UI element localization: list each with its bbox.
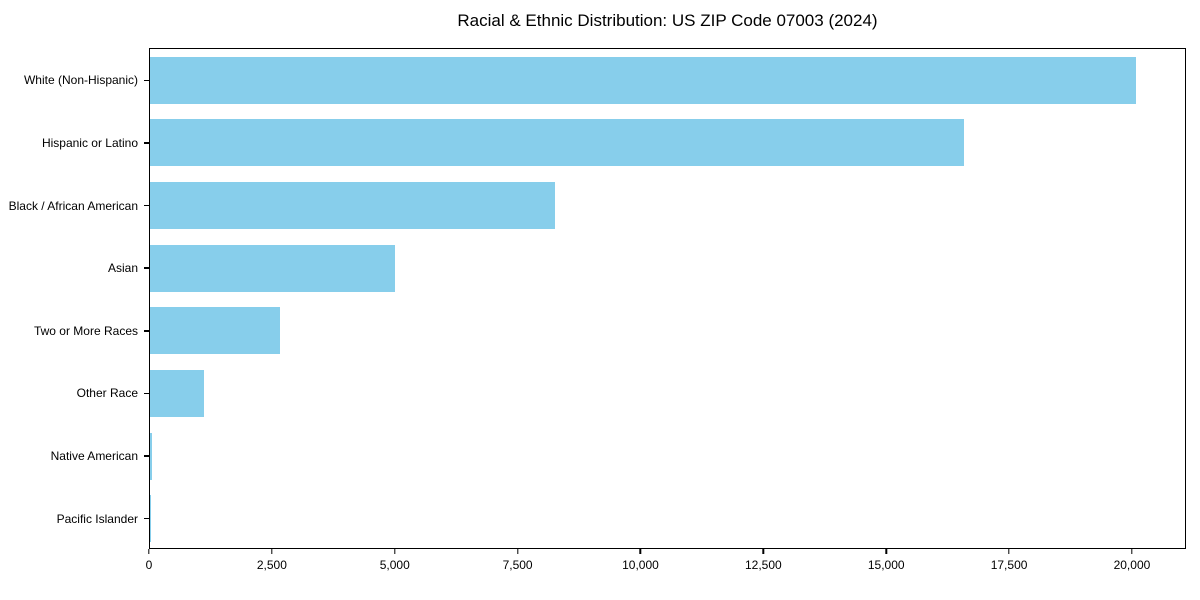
x-axis-tick-label: 15,000 bbox=[867, 558, 905, 572]
y-axis-label: Black / African American bbox=[8, 198, 138, 213]
y-axis-label: Native American bbox=[50, 449, 138, 464]
bar-row: Two or More Races bbox=[34, 300, 1185, 363]
bar-row: Other Race bbox=[77, 362, 1185, 425]
y-axis-tick bbox=[144, 204, 149, 207]
bar bbox=[150, 432, 152, 480]
x-axis-tick bbox=[148, 549, 150, 554]
x-axis-tick bbox=[762, 549, 765, 554]
bar bbox=[150, 495, 151, 543]
x-axis-tick-label: 20,000 bbox=[1113, 558, 1151, 572]
x-axis: 0 2,500 5,000 7,500 10,000 12,500 15,000 17,500… bbox=[145, 549, 1186, 589]
y-axis-tick bbox=[144, 142, 149, 144]
x-axis-tick-label: 17,500 bbox=[990, 558, 1028, 572]
y-axis-tick bbox=[144, 330, 149, 332]
x-axis-tick bbox=[639, 549, 642, 554]
chart-title: Racial & Ethnic Distribution: US ZIP Cod… bbox=[457, 11, 878, 30]
y-axis-tick bbox=[144, 392, 149, 395]
x-axis-tick bbox=[394, 549, 396, 554]
bar-row: Hispanic or Latino bbox=[42, 112, 1185, 175]
y-axis-tick bbox=[144, 267, 149, 269]
y-axis-tick bbox=[144, 455, 149, 457]
bar-row: Asian bbox=[108, 237, 1185, 300]
x-axis-tick-label: 0 bbox=[145, 558, 153, 572]
x-axis-tick bbox=[885, 549, 887, 554]
bar-row: White (Non-Hispanic) bbox=[24, 49, 1185, 112]
bar-row: Pacific Islander bbox=[57, 487, 1185, 550]
x-axis-tick-label: 2,500 bbox=[256, 558, 287, 572]
x-axis-tick-label: 12,500 bbox=[744, 558, 782, 572]
plot-area: White (Non-Hispanic) Hispanic or Latino Bl… bbox=[9, 48, 1186, 550]
x-axis-tick bbox=[516, 549, 519, 554]
bar bbox=[150, 119, 965, 167]
y-axis-label: Two or More Races bbox=[33, 323, 138, 338]
y-axis-tick bbox=[144, 517, 149, 520]
y-axis-label: White (Non-Hispanic) bbox=[23, 73, 138, 88]
y-axis-label: Hispanic or Latino bbox=[41, 135, 138, 150]
bar bbox=[150, 56, 1136, 104]
bar bbox=[150, 307, 280, 355]
bar bbox=[150, 244, 396, 292]
bar bbox=[150, 182, 555, 230]
x-axis-tick-label: 10,000 bbox=[622, 558, 659, 572]
bar-row: Native American bbox=[51, 425, 1185, 488]
x-axis-tick bbox=[271, 549, 273, 554]
y-axis-tick bbox=[144, 79, 149, 81]
x-axis-tick-label: 5,000 bbox=[379, 558, 410, 572]
y-axis-label: Other Race bbox=[76, 386, 138, 401]
bar-row: Black / African American bbox=[9, 174, 1185, 237]
x-axis-tick bbox=[1131, 549, 1133, 554]
x-axis-tick-label: 7,500 bbox=[502, 558, 533, 572]
x-axis-tick bbox=[1008, 549, 1010, 554]
y-axis-label: Asian bbox=[107, 261, 138, 276]
y-axis-label: Pacific Islander bbox=[56, 511, 138, 526]
bar bbox=[150, 369, 204, 417]
